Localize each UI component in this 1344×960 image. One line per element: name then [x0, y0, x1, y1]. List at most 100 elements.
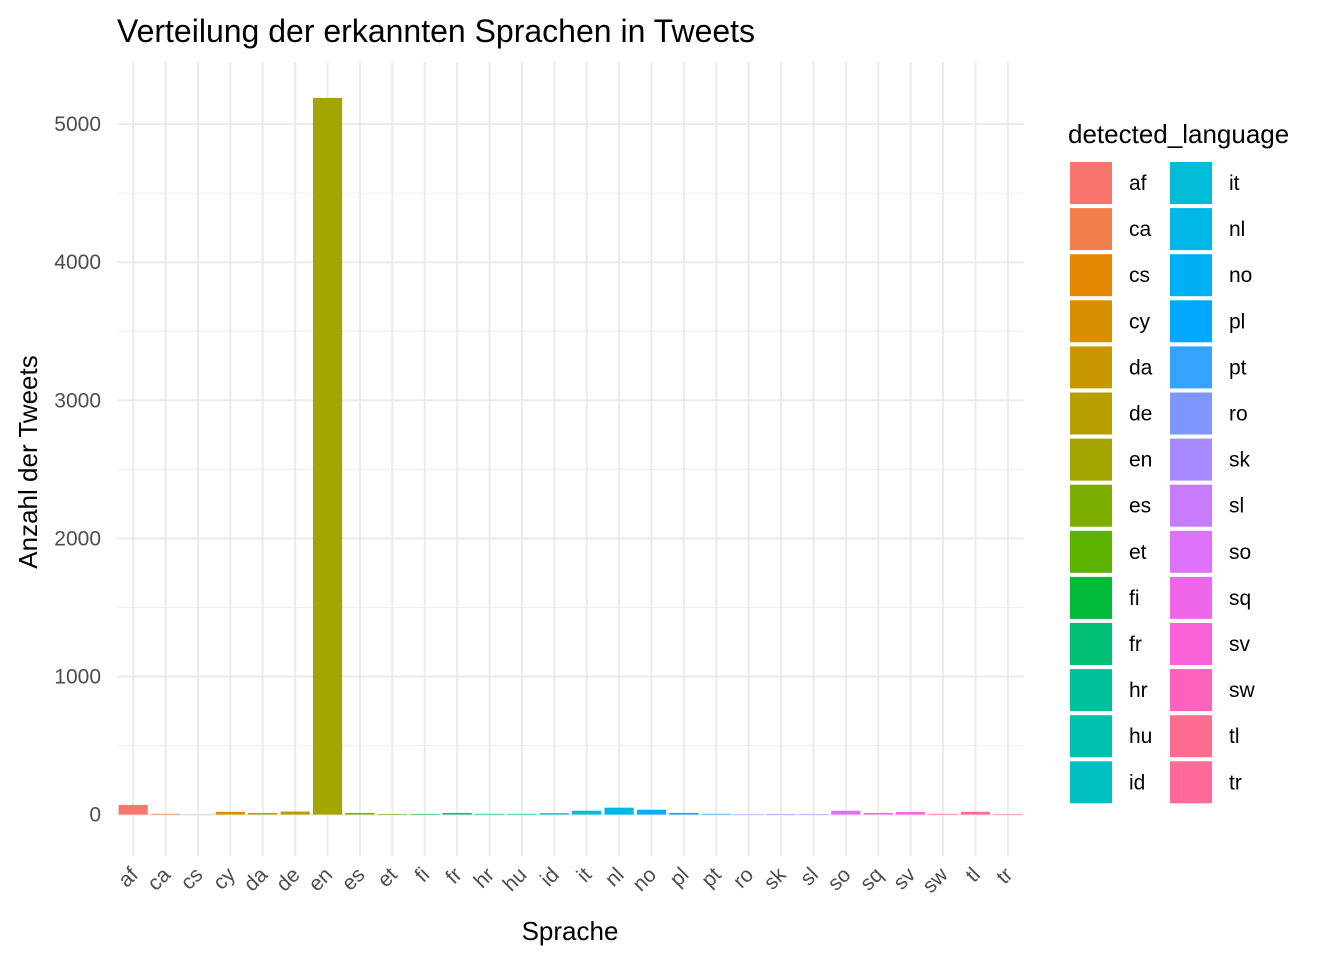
y-tick-label: 2000: [54, 527, 101, 550]
x-tick-label: da: [240, 863, 273, 896]
legend-label-sv: sv: [1229, 633, 1251, 656]
legend-label-id: id: [1129, 771, 1145, 794]
bar-da: [248, 812, 278, 815]
legend-key-de: [1070, 392, 1112, 435]
x-tick-label: no: [628, 863, 661, 896]
x-tick-label: fi: [411, 863, 435, 887]
bar-et: [377, 814, 407, 815]
legend-label-pl: pl: [1229, 310, 1245, 333]
y-tick-label: 0: [89, 804, 101, 827]
y-tick-label: 3000: [54, 389, 101, 412]
legend-key-pl: [1170, 300, 1212, 343]
x-axis-ticks: af ca cs cy da de en es et fi fr hr hu id it nl no pl pt ro…: [114, 863, 1017, 898]
legend-label-sw: sw: [1229, 679, 1256, 702]
legend-label-hu: hu: [1129, 725, 1152, 748]
x-tick-label: de: [272, 863, 305, 896]
x-tick-label: hr: [470, 863, 499, 892]
legend-label-et: et: [1129, 541, 1147, 564]
legend-key-da: [1070, 346, 1112, 389]
legend-label-nl: nl: [1229, 218, 1245, 241]
bar-pt: [701, 813, 731, 815]
legend-label-sl: sl: [1229, 495, 1244, 518]
x-tick-label: pt: [697, 863, 726, 892]
y-axis-title: Anzahl der Tweets: [13, 355, 43, 568]
legend-key-id: [1070, 761, 1112, 804]
legend-key-sl: [1170, 484, 1212, 527]
x-tick-label: hu: [499, 863, 532, 896]
bar-tr: [993, 814, 1023, 815]
legend-label-it: it: [1229, 172, 1240, 195]
legend-key-fr: [1070, 623, 1112, 665]
legend-key-en: [1070, 438, 1112, 481]
x-tick-label: cs: [176, 863, 207, 894]
x-tick-label: id: [536, 863, 564, 891]
x-tick-label: tl: [961, 863, 985, 887]
legend: af ca cs cy da de en es et fi fr hr hu id it nl no pl pt ro…: [1070, 162, 1256, 804]
x-tick-label: es: [338, 863, 370, 895]
bars: [118, 97, 1023, 815]
bar-sv: [896, 812, 926, 815]
legend-label-de: de: [1129, 403, 1152, 426]
x-tick-label: sk: [759, 863, 790, 894]
legend-label-cy: cy: [1129, 310, 1151, 333]
legend-key-hr: [1070, 669, 1112, 712]
bar-sq: [863, 812, 893, 815]
x-tick-label: et: [373, 863, 402, 892]
legend-title: detected_language: [1068, 119, 1289, 149]
legend-key-ro: [1170, 392, 1212, 435]
grid: [117, 62, 1024, 856]
legend-key-tr: [1170, 761, 1212, 804]
legend-key-tl: [1170, 715, 1212, 758]
bar-fi: [410, 814, 440, 815]
bar-fr: [442, 812, 472, 815]
bar-cy: [215, 811, 245, 815]
x-tick-label: fr: [441, 863, 466, 888]
bar-hr: [474, 813, 505, 815]
legend-label-cs: cs: [1129, 264, 1150, 287]
legend-label-pt: pt: [1229, 356, 1247, 379]
legend-key-sk: [1170, 438, 1212, 481]
bar-ca: [151, 813, 181, 815]
x-tick-label: en: [304, 863, 337, 896]
x-tick-label: so: [823, 863, 855, 895]
legend-label-no: no: [1229, 264, 1252, 287]
legend-key-et: [1070, 530, 1112, 573]
legend-label-hr: hr: [1129, 679, 1148, 702]
legend-label-ca: ca: [1129, 218, 1152, 241]
x-tick-label: pl: [666, 863, 694, 891]
bar-tl: [960, 811, 990, 815]
bar-id: [539, 813, 569, 815]
bar-no: [636, 809, 667, 815]
bar-sk: [766, 814, 796, 815]
x-tick-label: cy: [209, 863, 240, 894]
legend-key-pt: [1170, 346, 1212, 389]
bar-de: [280, 811, 310, 815]
x-tick-label: sl: [796, 863, 823, 890]
y-tick-label: 1000: [54, 665, 101, 688]
legend-label-fi: fi: [1129, 587, 1140, 610]
x-tick-label: ro: [729, 863, 758, 892]
bar-so: [831, 810, 861, 815]
legend-key-fi: [1070, 576, 1112, 619]
legend-key-es: [1070, 484, 1112, 527]
legend-label-da: da: [1129, 356, 1153, 379]
y-axis-ticks: 0 1000 2000 3000 4000 5000: [54, 113, 101, 826]
legend-label-sk: sk: [1229, 449, 1251, 472]
legend-label-fr: fr: [1129, 633, 1142, 656]
bar-pl: [669, 812, 699, 815]
chart-title: Verteilung der erkannten Sprachen in Twe…: [117, 13, 755, 49]
legend-label-af: af: [1129, 172, 1147, 195]
legend-key-hu: [1070, 715, 1112, 758]
legend-key-cy: [1070, 300, 1112, 343]
legend-key-it: [1170, 162, 1212, 204]
legend-label-so: so: [1229, 541, 1251, 564]
x-tick-label: nl: [601, 863, 629, 891]
bar-en: [312, 97, 343, 815]
bar-af: [118, 804, 148, 815]
legend-label-ro: ro: [1229, 403, 1248, 426]
bar-sl: [798, 814, 829, 815]
legend-key-sv: [1170, 623, 1212, 665]
legend-key-af: [1070, 162, 1112, 204]
legend-key-so: [1170, 530, 1212, 573]
x-tick-label: tr: [992, 863, 1017, 888]
